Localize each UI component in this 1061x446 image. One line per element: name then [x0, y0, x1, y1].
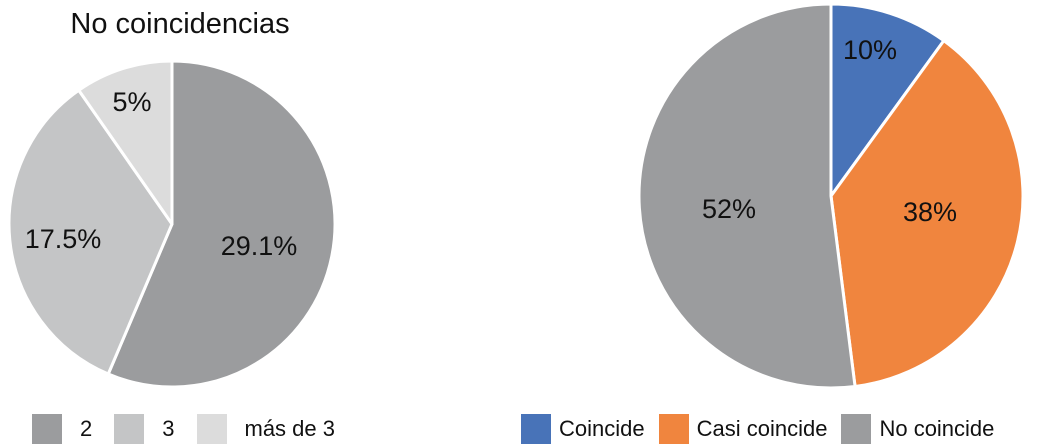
legend-item-mas-de-3: más de 3 [196, 414, 336, 444]
pie1-data-label-0: 10% [843, 35, 897, 65]
legend-item-coincide: Coincide [521, 414, 645, 444]
legend-label: No coincide [879, 416, 995, 441]
chart-title-left: No coincidencias [70, 8, 290, 40]
pie0-data-label-0: 29.1% [221, 231, 298, 261]
legend-swatch [114, 414, 145, 444]
legend-label: Casi coincide [696, 416, 828, 441]
pie1-slice-1 [829, 39, 1025, 388]
pie1-data-label-2: 52% [702, 194, 756, 224]
pie1-slice-2 [637, 2, 857, 390]
pie0-slice-2 [77, 59, 174, 226]
legend-label: más de 3 [244, 416, 336, 441]
pie0-data-label-1: 17.5% [25, 224, 102, 254]
legend-swatch [658, 414, 689, 444]
legend-swatch [841, 414, 872, 444]
pie0-slice-1 [7, 88, 174, 376]
legend-item-3: 3 [114, 414, 175, 444]
legend-item-casi-coincide: Casi coincide [658, 414, 828, 444]
legend-left: 2 3 más de 3 [32, 414, 357, 444]
legend-swatch [521, 414, 551, 444]
legend-right: Coincide Casi coincide No coincide [521, 414, 1008, 444]
pie0-data-label-2: 5% [112, 87, 151, 117]
legend-label: Coincide [559, 416, 645, 441]
pie0-slice-0 [106, 59, 337, 389]
legend-label: 3 [162, 416, 175, 441]
pie1-slice-0 [829, 2, 946, 198]
legend-item-2: 2 [32, 414, 92, 444]
legend-swatch [196, 414, 227, 444]
legend-swatch [32, 414, 62, 444]
legend-item-no-coincide: No coincide [841, 414, 994, 444]
legend-label: 2 [80, 416, 93, 441]
pie1-data-label-1: 38% [903, 197, 957, 227]
